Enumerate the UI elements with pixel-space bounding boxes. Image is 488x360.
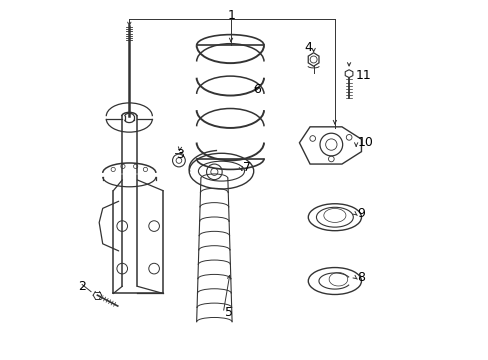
Text: 6: 6: [253, 83, 261, 96]
Text: 11: 11: [355, 69, 371, 82]
Text: 1: 1: [228, 9, 236, 22]
Text: 8: 8: [356, 271, 364, 284]
Text: 2: 2: [79, 280, 86, 293]
Text: 4: 4: [304, 41, 312, 54]
Text: 5: 5: [224, 306, 232, 319]
Text: 3: 3: [176, 148, 183, 161]
Text: 9: 9: [356, 207, 364, 220]
Text: 10: 10: [357, 136, 373, 149]
Text: 7: 7: [242, 161, 250, 174]
